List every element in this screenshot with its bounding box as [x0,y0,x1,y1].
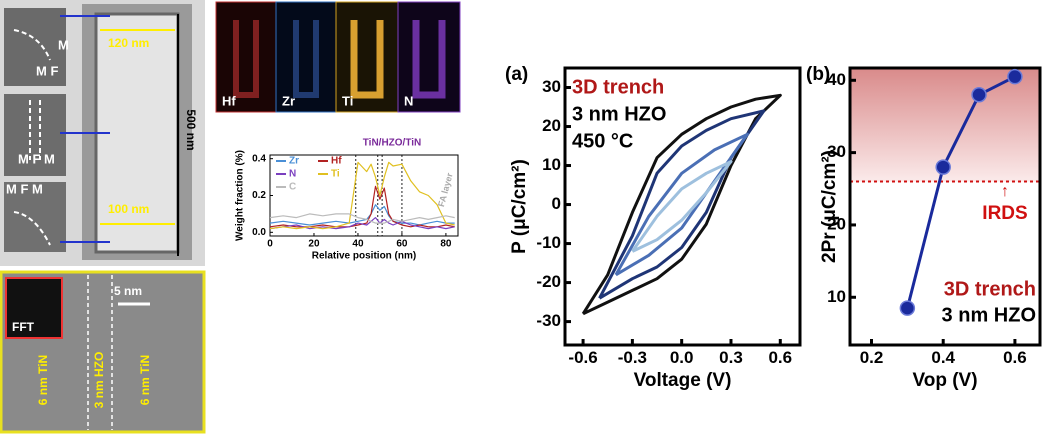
y-tick-label: 0.2 [252,190,266,201]
series-line [614,132,749,277]
dim-label: 120 nm [108,36,149,50]
eds-label: Hf [222,93,236,108]
annotation: IRDS [982,203,1027,224]
legend-label: Hf [331,156,342,167]
panel-label: (b) [806,64,830,85]
y-tick-label: 0 [552,194,561,213]
plot-frame [848,66,1042,347]
scale-label: 5 nm [114,284,142,298]
x-axis-label: Relative position (nm) [312,251,416,262]
x-tick-label: -0.3 [618,348,647,367]
eds-label: Zr [282,93,295,108]
point [899,300,916,316]
eds-label: N [404,93,413,108]
x-tick-label: -0.6 [568,348,597,367]
y-tick-label: -10 [536,233,561,252]
annotation: FA layer [436,171,455,208]
chart-title: TiN/HZO/TiN [363,138,422,149]
panel-label: (a) [505,64,528,85]
series-line [631,160,733,253]
legend-label: Ti [331,169,340,180]
tem-label: M [58,37,69,52]
tem-label: M F [36,63,58,78]
legend-label: Zr [289,156,299,167]
annotation: 3D trench [572,76,664,98]
x-tick-label: 0.3 [719,348,743,367]
y-tick-label: 30 [542,77,561,96]
x-tick-label: 60 [396,239,408,250]
point [971,87,987,103]
y-tick-label: 40 [827,70,846,89]
y-tick-label: 10 [827,287,846,306]
y-tick-label: -20 [536,272,561,291]
series-line [905,75,1016,309]
inset-top [4,8,66,86]
dim-label: 500 nm [184,109,198,150]
tem-label: M F M [18,151,55,166]
x-tick-label: 0.6 [768,348,792,367]
dashed-boundary [13,211,51,246]
series-line [269,213,455,224]
annotation: 3 nm HZO [942,304,1036,326]
series-line [269,161,455,230]
inset-mid [4,94,66,176]
point [935,159,951,175]
y-tick-label: 20 [827,214,846,233]
fft-label: FFT [12,320,35,334]
x-tick-label: 0.6 [1003,348,1027,367]
x-axis-label: Voltage (V) [634,370,732,391]
legend-label: N [289,169,296,180]
y-tick-label: 20 [542,116,561,135]
point [1007,68,1023,85]
x-tick-label: 0 [267,239,273,250]
y-axis-label: Weight fraction (%) [235,150,246,241]
arrows [60,15,110,243]
y-axis-label: 2Pr (μC/cm²) [819,150,840,263]
x-tick-label: 0.0 [670,348,694,367]
annotation: 3 nm HZO [572,103,666,125]
y-axis-label: P (μC/cm²) [509,159,530,254]
x-tick-label: 80 [440,239,452,250]
eds-maps [215,1,461,113]
layer-label: 3 nm HZO [92,352,106,409]
y-tick-label: 0.4 [252,153,266,164]
series-line [598,109,766,300]
y-tick-label: 30 [827,142,846,161]
layer-lines [87,275,113,430]
x-tick-label: 0.2 [860,348,884,367]
y-tick-label: 10 [542,155,561,174]
x-tick-label: 40 [352,239,364,250]
legend-label: C [289,182,296,193]
x-tick-label: 20 [308,239,320,250]
y-tick-label: 0.0 [252,227,266,238]
tem-label: M F M [6,181,43,196]
y-tick-label: -30 [536,311,561,330]
layer-label: 6 nm TiN [36,355,50,405]
inset-bottom [4,182,66,252]
series-line [269,204,455,226]
series-line [269,185,455,228]
annotation: 450 °C [572,130,633,152]
dim-label: 100 nm [108,202,149,216]
arrow: ↑ [1001,183,1009,200]
x-tick-label: 0.4 [931,348,955,367]
fft-inset [5,277,63,339]
eds-label: Ti [342,93,353,108]
series-line [581,93,782,316]
layer-label: 6 nm TiN [138,355,152,405]
annotation: 3D trench [944,278,1036,300]
x-axis-label: Vop (V) [912,370,977,391]
dashed-boundary [13,29,51,61]
